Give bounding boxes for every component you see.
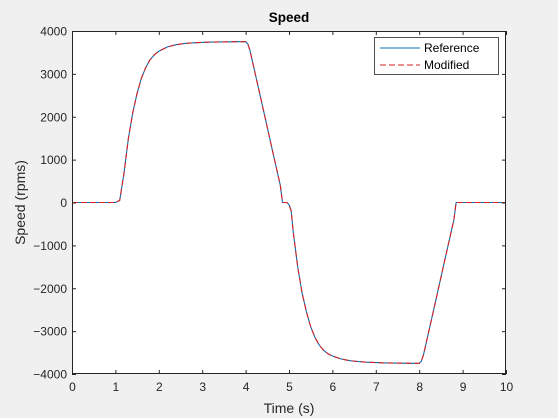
x-tick-label: 2: [156, 380, 163, 394]
x-tick-label: 4: [243, 380, 250, 394]
plot-area: [72, 31, 506, 374]
legend-label-modified: Modified: [424, 58, 469, 72]
legend: Reference Modified: [374, 37, 499, 75]
legend-label-reference: Reference: [424, 41, 480, 55]
y-tick-label: −2000: [33, 282, 67, 296]
x-tick-label: 3: [199, 380, 206, 394]
chart-title: Speed: [269, 10, 310, 25]
y-tick-label: 0: [60, 196, 67, 210]
x-tick-label: 8: [416, 380, 423, 394]
series-layer: [72, 41, 506, 364]
y-tick-label: 4000: [40, 25, 67, 39]
x-axis-label: Time (s): [264, 400, 315, 416]
y-tick-label: −4000: [33, 368, 67, 382]
y-tick-label: 2000: [40, 110, 67, 124]
y-tick-label: −1000: [33, 239, 67, 253]
tick-layer: 0 1 2 3 4 5 6 7 8 9 10 −4000 −3000 −2000 −1000 0 1000 200…: [33, 25, 513, 395]
y-tick-label: 1000: [40, 153, 67, 167]
y-tick-label: 3000: [40, 67, 67, 81]
x-tick-label: 6: [330, 380, 337, 394]
x-tick-label: 10: [500, 380, 514, 394]
x-tick-label: 7: [373, 380, 380, 394]
y-tick-label: −3000: [33, 325, 67, 339]
x-tick-label: 1: [113, 380, 120, 394]
axes-box: [72, 31, 506, 374]
x-tick-label: 0: [69, 380, 76, 394]
series-line-reference: [72, 41, 506, 364]
x-tick-label: 5: [286, 380, 293, 394]
legend-box: [374, 37, 499, 75]
x-tick-label: 9: [460, 380, 467, 394]
y-axis-label: Speed (rpms): [12, 160, 28, 245]
